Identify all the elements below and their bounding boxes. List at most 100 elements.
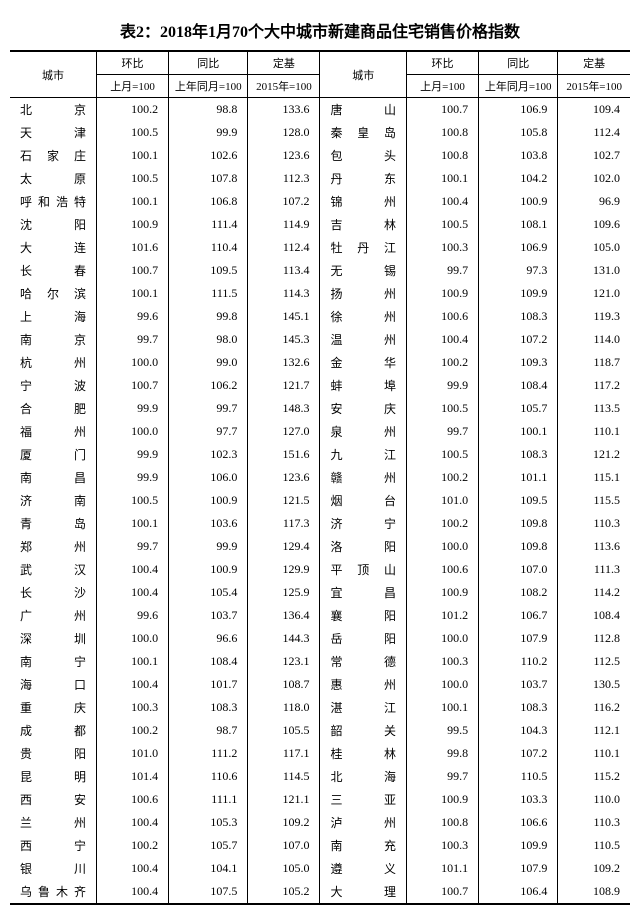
val-yoy: 107.0 xyxy=(479,558,558,581)
city-name: 合 肥 xyxy=(10,397,97,420)
sub-yoy: 上年同月=100 xyxy=(169,75,248,98)
val-base: 111.3 xyxy=(558,558,630,581)
val-mom: 101.2 xyxy=(406,604,478,627)
city-name: 武 汉 xyxy=(10,558,97,581)
val-mom: 100.1 xyxy=(97,144,169,167)
val-mom: 100.0 xyxy=(97,627,169,650)
city-name: 丹 东 xyxy=(320,167,407,190)
table-row: 广 州99.6103.7136.4襄 阳101.2106.7108.4 xyxy=(10,604,630,627)
val-mom: 99.8 xyxy=(406,742,478,765)
val-base: 133.6 xyxy=(248,98,320,122)
val-base: 96.9 xyxy=(558,190,630,213)
val-base: 127.0 xyxy=(248,420,320,443)
val-mom: 100.8 xyxy=(406,144,478,167)
val-mom: 100.7 xyxy=(406,880,478,904)
city-name: 南 充 xyxy=(320,834,407,857)
val-base: 113.5 xyxy=(558,397,630,420)
val-base: 112.1 xyxy=(558,719,630,742)
val-yoy: 111.5 xyxy=(169,282,248,305)
table-row: 成 都100.298.7105.5韶 关99.5104.3112.1 xyxy=(10,719,630,742)
table-row: 北 京100.298.8133.6唐 山100.7106.9109.4 xyxy=(10,98,630,122)
city-name: 唐 山 xyxy=(320,98,407,122)
val-mom: 100.5 xyxy=(97,121,169,144)
city-name: 惠 州 xyxy=(320,673,407,696)
val-base: 109.6 xyxy=(558,213,630,236)
val-yoy: 101.7 xyxy=(169,673,248,696)
val-base: 121.1 xyxy=(248,788,320,811)
val-yoy: 111.4 xyxy=(169,213,248,236)
val-mom: 100.9 xyxy=(406,788,478,811)
table-row: 昆 明101.4110.6114.5北 海99.7110.5115.2 xyxy=(10,765,630,788)
val-mom: 100.9 xyxy=(406,282,478,305)
val-yoy: 110.4 xyxy=(169,236,248,259)
val-base: 113.6 xyxy=(558,535,630,558)
city-name: 无 锡 xyxy=(320,259,407,282)
val-mom: 100.0 xyxy=(97,351,169,374)
table-row: 大 连101.6110.4112.4牡 丹 江100.3106.9105.0 xyxy=(10,236,630,259)
val-mom: 100.6 xyxy=(406,305,478,328)
table-row: 海 口100.4101.7108.7惠 州100.0103.7130.5 xyxy=(10,673,630,696)
val-base: 110.5 xyxy=(558,834,630,857)
val-yoy: 99.8 xyxy=(169,305,248,328)
val-mom: 100.1 xyxy=(97,650,169,673)
val-mom: 100.2 xyxy=(406,512,478,535)
val-mom: 100.4 xyxy=(97,581,169,604)
sub-base: 2015年=100 xyxy=(248,75,320,98)
price-index-table: 城市 环比 同比 定基 城市 环比 同比 定基 上月=100 上年同月=100 … xyxy=(10,50,630,905)
val-base: 102.7 xyxy=(558,144,630,167)
city-name: 上 海 xyxy=(10,305,97,328)
table-row: 长 沙100.4105.4125.9宜 昌100.9108.2114.2 xyxy=(10,581,630,604)
val-mom: 99.7 xyxy=(97,328,169,351)
val-mom: 101.6 xyxy=(97,236,169,259)
val-yoy: 106.0 xyxy=(169,466,248,489)
val-mom: 100.0 xyxy=(406,627,478,650)
val-mom: 101.0 xyxy=(97,742,169,765)
val-yoy: 102.3 xyxy=(169,443,248,466)
table-row: 杭 州100.099.0132.6金 华100.2109.3118.7 xyxy=(10,351,630,374)
val-mom: 99.6 xyxy=(97,604,169,627)
val-mom: 100.3 xyxy=(97,696,169,719)
val-base: 121.7 xyxy=(248,374,320,397)
val-base: 112.5 xyxy=(558,650,630,673)
val-yoy: 106.2 xyxy=(169,374,248,397)
val-yoy: 103.8 xyxy=(479,144,558,167)
sub-mom2: 上月=100 xyxy=(406,75,478,98)
val-yoy: 103.6 xyxy=(169,512,248,535)
table-row: 长 春100.7109.5113.4无 锡99.797.3131.0 xyxy=(10,259,630,282)
city-name: 温 州 xyxy=(320,328,407,351)
val-yoy: 96.6 xyxy=(169,627,248,650)
val-yoy: 109.5 xyxy=(169,259,248,282)
col-yoy: 同比 xyxy=(169,51,248,75)
table-row: 西 宁100.2105.7107.0南 充100.3109.9110.5 xyxy=(10,834,630,857)
val-base: 107.0 xyxy=(248,834,320,857)
val-base: 109.4 xyxy=(558,98,630,122)
city-name: 乌鲁木齐 xyxy=(10,880,97,904)
val-base: 108.7 xyxy=(248,673,320,696)
val-yoy: 108.3 xyxy=(169,696,248,719)
city-name: 吉 林 xyxy=(320,213,407,236)
val-yoy: 108.3 xyxy=(479,305,558,328)
val-yoy: 97.7 xyxy=(169,420,248,443)
val-base: 145.3 xyxy=(248,328,320,351)
table-row: 兰 州100.4105.3109.2泸 州100.8106.6110.3 xyxy=(10,811,630,834)
city-name: 湛 江 xyxy=(320,696,407,719)
val-yoy: 107.8 xyxy=(169,167,248,190)
val-base: 130.5 xyxy=(558,673,630,696)
table-row: 西 安100.6111.1121.1三 亚100.9103.3110.0 xyxy=(10,788,630,811)
val-base: 131.0 xyxy=(558,259,630,282)
city-name: 济 宁 xyxy=(320,512,407,535)
city-name: 北 海 xyxy=(320,765,407,788)
city-name: 重 庆 xyxy=(10,696,97,719)
city-name: 烟 台 xyxy=(320,489,407,512)
val-base: 128.0 xyxy=(248,121,320,144)
city-name: 银 川 xyxy=(10,857,97,880)
val-base: 110.3 xyxy=(558,512,630,535)
val-yoy: 104.2 xyxy=(479,167,558,190)
val-base: 136.4 xyxy=(248,604,320,627)
city-name: 呼和浩特 xyxy=(10,190,97,213)
table-row: 深 圳100.096.6144.3岳 阳100.0107.9112.8 xyxy=(10,627,630,650)
val-base: 112.4 xyxy=(248,236,320,259)
val-mom: 100.1 xyxy=(406,696,478,719)
val-yoy: 99.9 xyxy=(169,121,248,144)
city-name: 大 连 xyxy=(10,236,97,259)
